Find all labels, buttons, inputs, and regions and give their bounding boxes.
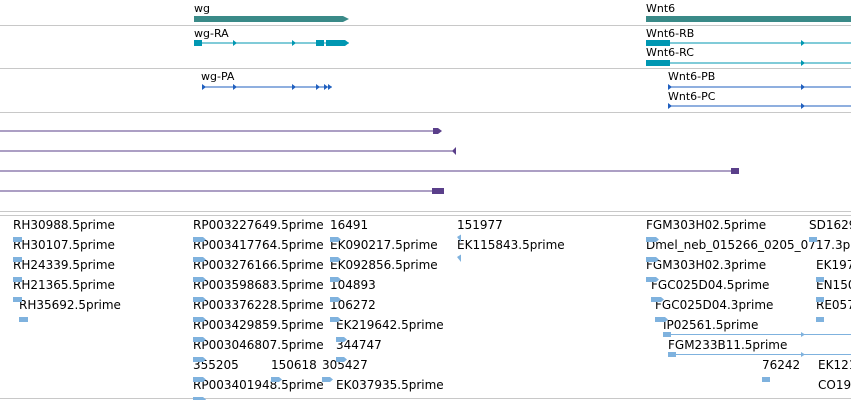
est-label[interactable]: FGM233B11.5prime — [668, 338, 788, 352]
est-label[interactable]: EK197 — [816, 258, 851, 272]
gene-label-wg[interactable]: wg — [194, 2, 210, 15]
est-label[interactable]: IP02561.5prime — [663, 318, 759, 332]
track-separator — [0, 398, 851, 399]
est-label[interactable]: FGC025D04.3prime — [655, 298, 774, 312]
est-label[interactable]: 104893 — [330, 278, 376, 292]
est-label[interactable]: RH21365.5prime — [13, 278, 115, 292]
est-label[interactable]: EK121 — [818, 358, 851, 372]
gene-label-wnt6[interactable]: Wnt6 — [646, 2, 676, 15]
alignment-track — [0, 113, 851, 211]
est-label[interactable]: RH30107.5prime — [13, 238, 115, 252]
est-track: RH30988.5prime RH30107.5prime RH24339.5p… — [0, 216, 851, 400]
est-label[interactable]: RP003276166.5prime — [193, 258, 324, 272]
est-label[interactable]: EK115843.5prime — [457, 238, 565, 252]
gene-glyphs — [194, 16, 851, 22]
est-label[interactable]: RH35692.5prime — [19, 298, 121, 312]
est-label[interactable]: EK219642.5prime — [336, 318, 444, 332]
transcript-label-wnt6-rc[interactable]: Wnt6-RC — [646, 46, 694, 59]
est-label[interactable]: 16491 — [330, 218, 369, 232]
track-separator — [0, 68, 851, 69]
gene-bar-wnt6 — [646, 16, 851, 22]
transcript-label-wnt6-rb[interactable]: Wnt6-RB — [646, 27, 695, 40]
est-label[interactable]: RP003417764.5prime — [193, 238, 324, 252]
protein-label-wnt6-pb[interactable]: Wnt6-PB — [668, 70, 716, 83]
est-label[interactable]: EK092856.5prime — [330, 258, 438, 272]
est-label[interactable]: RP003598683.5prime — [193, 278, 324, 292]
est-label[interactable]: Dmel_neb_015266_0205_0717.3p — [646, 238, 851, 252]
alignment-glyphs — [0, 128, 739, 194]
est-label[interactable]: RP003429859.5prime — [193, 318, 324, 332]
est-glyphs — [13, 234, 851, 400]
track-separator — [0, 215, 851, 216]
transcript-label-wg-ra[interactable]: wg-RA — [194, 27, 229, 40]
est-label[interactable]: RP003227649.5prime — [193, 218, 324, 232]
est-label[interactable]: 76242 — [762, 358, 801, 372]
est-label[interactable]: RP003046807.5prime — [193, 338, 324, 352]
protein-label-wg-pa[interactable]: wg-PA — [201, 70, 235, 83]
est-label[interactable]: RH24339.5prime — [13, 258, 115, 272]
est-label[interactable]: 106272 — [330, 298, 376, 312]
transcript-glyphs — [194, 40, 851, 66]
est-label[interactable]: FGC025D04.5prime — [651, 278, 770, 292]
est-label[interactable]: RE057 — [816, 298, 851, 312]
est-label[interactable]: 151977 — [457, 218, 503, 232]
est-label[interactable]: EK090217.5prime — [330, 238, 438, 252]
track-separator — [0, 112, 851, 113]
track-separator — [0, 211, 851, 212]
protein-label-wnt6-pc[interactable]: Wnt6-PC — [668, 90, 716, 103]
est-label[interactable]: SD1629 — [809, 218, 851, 232]
transcript-track: wg-RA Wnt6-RB Wnt6-RC — [0, 26, 851, 68]
protein-track: wg-PA Wnt6-PB Wnt6-PC — [0, 69, 851, 112]
est-label[interactable]: 150618 — [271, 358, 317, 372]
gene-bar-wg — [194, 16, 349, 22]
est-label[interactable]: EK037935.5prime — [336, 378, 444, 392]
est-label[interactable]: FGM303H02.5prime — [646, 218, 767, 232]
est-label[interactable]: 305427 — [322, 358, 368, 372]
est-label[interactable]: RP003401948.5prime — [193, 378, 324, 392]
est-label[interactable]: FGM303H02.3prime — [646, 258, 767, 272]
track-separator — [0, 25, 851, 26]
protein-glyphs — [202, 84, 851, 109]
est-label[interactable]: CO19 — [818, 378, 851, 392]
est-label[interactable]: RH30988.5prime — [13, 218, 115, 232]
est-label[interactable]: EN150 — [816, 278, 851, 292]
gene-track: wg Wnt6 — [0, 0, 851, 25]
est-label[interactable]: 355205 — [193, 358, 239, 372]
est-label[interactable]: RP003376228.5prime — [193, 298, 324, 312]
est-label[interactable]: 344747 — [336, 338, 382, 352]
